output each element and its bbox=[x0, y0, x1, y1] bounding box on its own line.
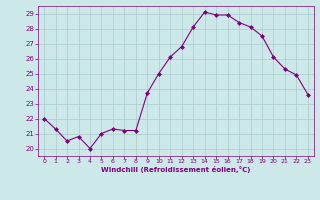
X-axis label: Windchill (Refroidissement éolien,°C): Windchill (Refroidissement éolien,°C) bbox=[101, 166, 251, 173]
